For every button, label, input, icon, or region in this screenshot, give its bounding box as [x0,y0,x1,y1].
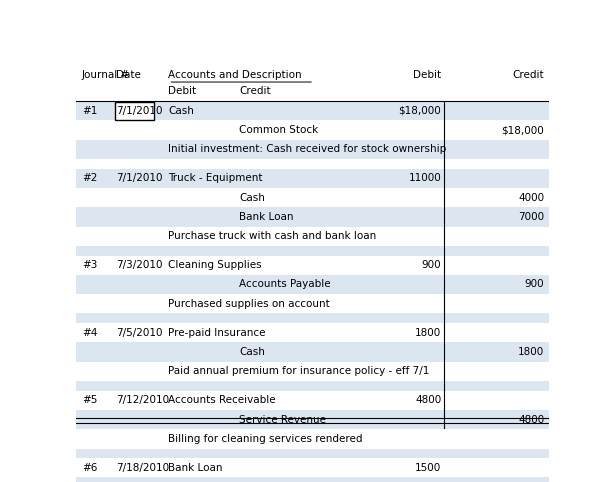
Bar [76,169,549,188]
Text: Service Revenue: Service Revenue [239,415,326,425]
Bar [76,478,549,482]
Bar [76,410,549,429]
Text: Credit: Credit [239,86,271,96]
Bar [76,275,549,294]
Bar [76,323,549,342]
Text: 4800: 4800 [518,415,544,425]
Text: Pre-paid Insurance: Pre-paid Insurance [168,328,266,338]
Text: Debit: Debit [168,86,196,96]
Bar [76,246,549,265]
Text: Cleaning Supplies: Cleaning Supplies [168,260,262,270]
Text: Credit: Credit [512,70,544,80]
Text: #1: #1 [82,106,98,116]
Bar [76,140,549,159]
Text: Accounts and Description: Accounts and Description [168,70,302,80]
Text: 7/12/2010: 7/12/2010 [117,395,170,405]
Text: 900: 900 [422,260,441,270]
Bar [76,255,549,275]
Text: $18,000: $18,000 [398,106,441,116]
Text: Billing for cleaning services rendered: Billing for cleaning services rendered [168,434,363,444]
Bar [76,458,549,478]
Text: 7/5/2010: 7/5/2010 [117,328,163,338]
Text: 7/1/2010: 7/1/2010 [117,174,163,183]
Text: #5: #5 [82,395,98,405]
Bar [76,65,549,84]
Text: 7/1/2010: 7/1/2010 [117,106,163,116]
Text: #3: #3 [82,260,98,270]
Text: 1800: 1800 [518,347,544,357]
Text: Journal #: Journal # [82,70,130,80]
Bar [76,362,549,381]
Text: Accounts Payable: Accounts Payable [239,280,331,290]
Text: Purchased supplies on account: Purchased supplies on account [168,299,330,309]
Text: #4: #4 [82,328,98,338]
Bar [76,207,549,227]
Text: Debit: Debit [413,70,441,80]
Bar [76,294,549,313]
Text: Bank Loan: Bank Loan [239,212,294,222]
Bar [76,342,549,362]
Bar [76,188,549,207]
Text: 7/3/2010: 7/3/2010 [117,260,163,270]
Bar [76,227,549,246]
Bar [76,159,549,178]
Text: 4800: 4800 [415,395,441,405]
Text: Accounts Receivable: Accounts Receivable [168,395,276,405]
Bar [76,81,549,101]
Text: #2: #2 [82,174,98,183]
Bar [76,429,549,449]
Text: Cash: Cash [168,106,195,116]
Bar [76,381,549,400]
Text: #6: #6 [82,463,98,473]
Text: Initial investment: Cash received for stock ownership: Initial investment: Cash received for st… [168,145,447,154]
Bar [76,120,549,140]
Text: 7/18/2010: 7/18/2010 [117,463,170,473]
Text: Common Stock: Common Stock [239,125,318,135]
Text: Purchase truck with cash and bank loan: Purchase truck with cash and bank loan [168,231,377,241]
Text: Cash: Cash [239,347,265,357]
Bar [76,449,549,468]
Text: 7000: 7000 [518,212,544,222]
Text: 1500: 1500 [415,463,441,473]
Text: 900: 900 [525,280,544,290]
Text: Paid annual premium for insurance policy - eff 7/1: Paid annual premium for insurance policy… [168,366,430,376]
Text: 1800: 1800 [415,328,441,338]
Text: Truck - Equipment: Truck - Equipment [168,174,263,183]
Text: Date: Date [117,70,142,80]
Text: 11000: 11000 [409,174,441,183]
Bar [115,102,154,120]
Text: Cash: Cash [239,193,265,202]
Text: $18,000: $18,000 [501,125,544,135]
Bar [76,390,549,410]
Bar [76,313,549,333]
Bar [76,101,549,120]
Text: 4000: 4000 [518,193,544,202]
Text: Bank Loan: Bank Loan [168,463,223,473]
